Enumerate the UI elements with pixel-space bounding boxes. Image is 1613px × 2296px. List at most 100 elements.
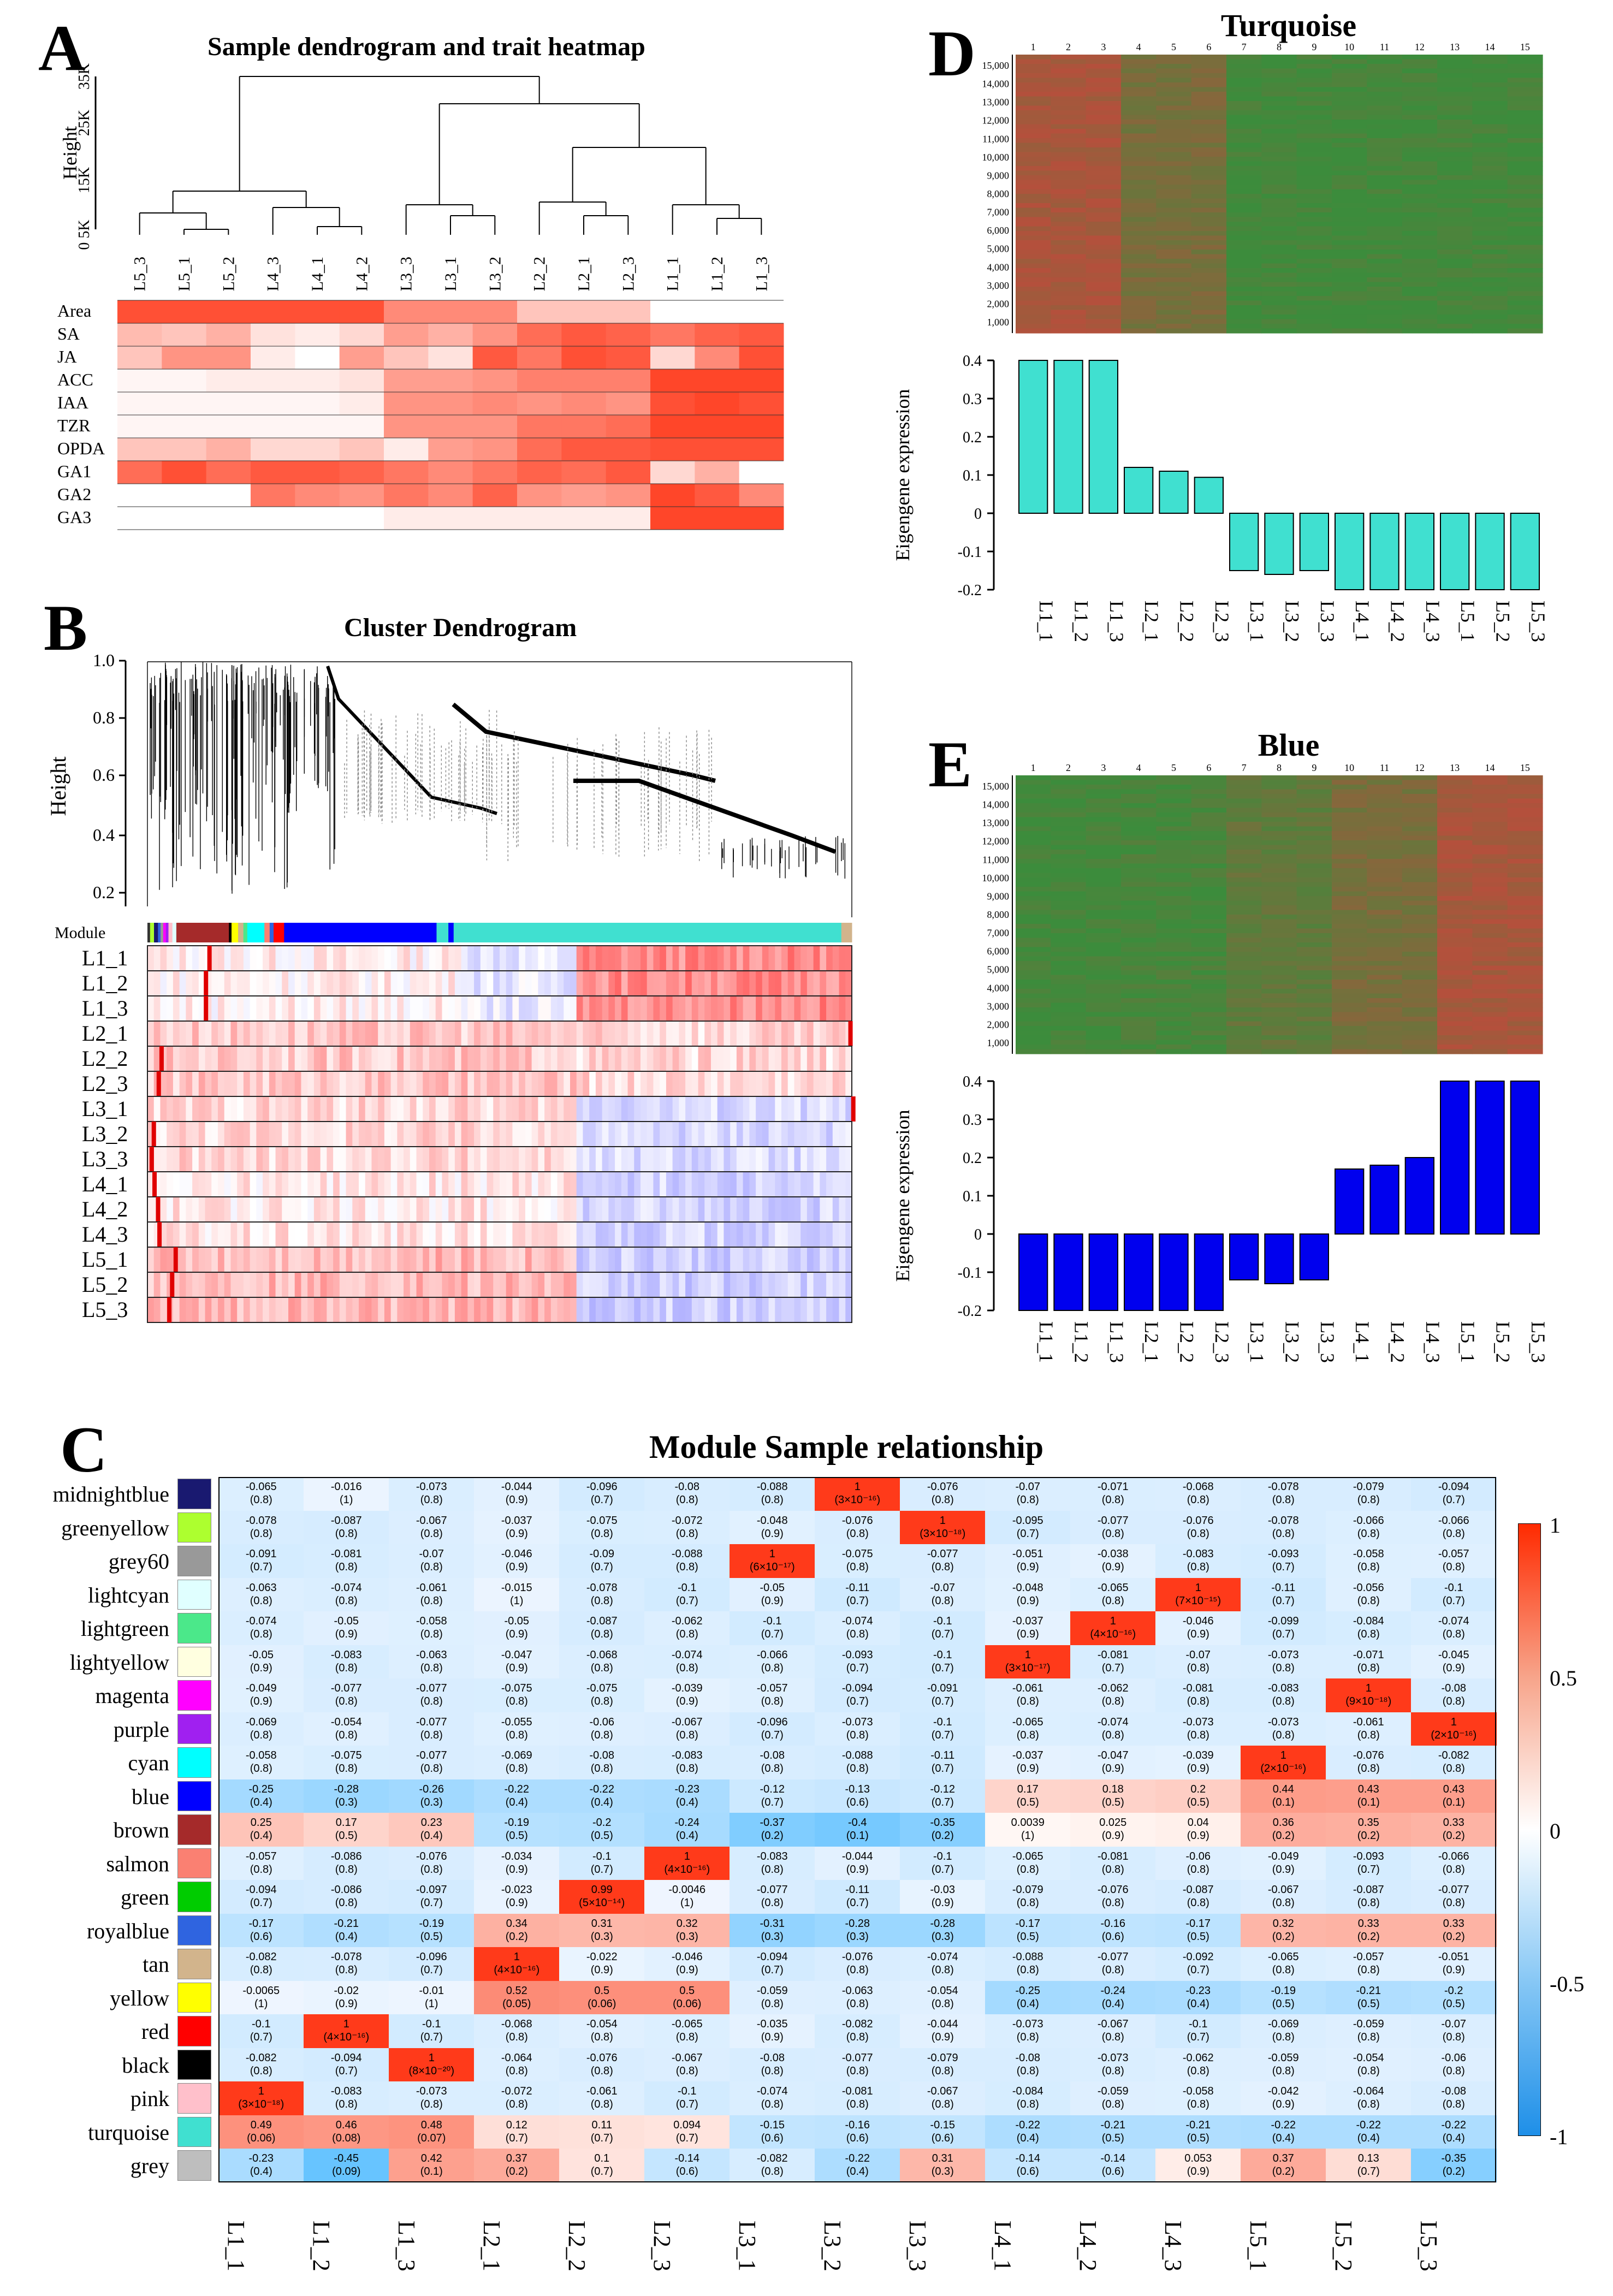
panel-e-heat-cell (1437, 1040, 1473, 1045)
panel-b-heat-stripe (641, 1071, 648, 1096)
panel-e-heat-cell (1332, 812, 1367, 818)
panel-b-heat-stripe (743, 1272, 750, 1297)
panel-b-heat-stripe (198, 1222, 206, 1247)
panel-a-heat-cell (384, 484, 429, 507)
panel-a-heat-cell (295, 369, 340, 392)
panel-d-heat-cell (1121, 175, 1157, 181)
panel-d-heat-cell (1437, 254, 1473, 259)
panel-b-heat-stripe (147, 1297, 155, 1322)
panel-e-heat-cell (1156, 989, 1192, 994)
panel-c-cell-pvalue: (0.5) (335, 1830, 358, 1842)
panel-e-heat-cell (1437, 826, 1473, 832)
panel-e-heat-cell (1121, 1030, 1157, 1036)
panel-e-heat-cell (1261, 1026, 1297, 1031)
panel-b-heat-stripe (660, 946, 667, 971)
panel-b-heat-stripe (416, 1172, 423, 1197)
panel-c-cell-value: 0.52 (506, 1984, 527, 1997)
panel-b-heat-stripe (845, 1172, 852, 1197)
panel-d-heat-cell (1296, 240, 1332, 246)
panel-d-heat-cell (1437, 152, 1473, 157)
panel-d-heat-cell (1296, 138, 1332, 144)
panel-d-heat-cell (1051, 268, 1087, 274)
panel-d-heat-cell (1121, 68, 1157, 74)
panel-c-cell-pvalue: (2×10⁻¹⁶) (1260, 1763, 1307, 1775)
panel-e-heat-cell (1016, 905, 1051, 911)
panel-e-heat-cell (1332, 933, 1367, 939)
panel-c-cell-pvalue: (0.8) (1272, 1964, 1295, 1976)
panel-c-cell: -0.077 (0.8) (389, 1678, 475, 1712)
panel-d-heat-cell (1191, 189, 1227, 194)
panel-e-heat-cell (1507, 877, 1543, 883)
panel-b-heat-stripe (749, 1096, 756, 1122)
panel-c-cell-value: -0.05 (760, 1581, 785, 1594)
panel-e-heat-cell (1086, 1012, 1122, 1017)
panel-a-heat-cell (117, 507, 162, 530)
panel-d-heat-cell (1226, 185, 1262, 190)
panel-c-cell: -0.076 (0.8) (815, 1947, 900, 1981)
panel-c-cell: -0.07 (0.8) (900, 1577, 986, 1612)
panel-e-heat-cell (1086, 840, 1122, 846)
panel-b-heat-stripe (294, 946, 301, 971)
panel-b-heat-stripe (250, 1197, 257, 1222)
panel-d-heat-cell (1402, 296, 1438, 301)
panel-c-cell: -0.087 (0.8) (304, 1510, 389, 1545)
panel-d-heat-cell (1121, 120, 1157, 125)
panel-b-heat-stripe (576, 1147, 583, 1172)
panel-b-heat-stripe (711, 1071, 718, 1096)
panel-e-heat-cell (1296, 891, 1332, 897)
panel-d-heat-cell (1402, 82, 1438, 88)
panel-c-cell: -0.056 (0.8) (1326, 1577, 1412, 1612)
panel-b-heat-stripe (256, 1046, 263, 1071)
panel-e-heat-cell (1367, 789, 1403, 794)
panel-a-heat-cell (117, 300, 162, 323)
panel-b-heat-stripe (218, 1247, 225, 1272)
panel-b-heat-stripe (775, 996, 782, 1021)
panel-c-cell-pvalue: (0.5) (1187, 1930, 1209, 1943)
panel-b-heat-stripe (762, 1147, 769, 1172)
panel-c-cell-value: 1 (1024, 1648, 1031, 1661)
panel-b-heat-stripe (781, 1021, 788, 1046)
panel-d-heat-cell (1367, 226, 1403, 232)
panel-e-heat-cell (1437, 928, 1473, 934)
panel-d-heat-cell (1402, 291, 1438, 296)
panel-b-heat-stripe (730, 1247, 737, 1272)
panel-c-module-label: purple (113, 1717, 169, 1742)
panel-b-heat-stripe (192, 1297, 199, 1322)
panel-e-heat-cell (1507, 975, 1543, 980)
panel-d-heat-cell (1016, 245, 1051, 250)
panel-b-heat-stripe (647, 946, 654, 971)
panel-b-heat-stripe (294, 1122, 301, 1147)
panel-b-row-label: L2_3 (82, 1071, 128, 1096)
panel-e-heat-cell (1507, 956, 1543, 962)
panel-b-heat-stripe (608, 1197, 615, 1222)
panel-d-heat-col-label: 9 (1312, 41, 1317, 52)
panel-e-heat-cell (1472, 975, 1508, 980)
panel-e-heat-cell (1332, 789, 1367, 794)
panel-d-heat-cell (1226, 319, 1262, 324)
panel-e-heat-cell (1296, 998, 1332, 1004)
panel-b-module-segment (161, 923, 164, 942)
panel-b-heat-stripe (736, 1272, 744, 1297)
panel-c-cell-pvalue: (0.8) (335, 1662, 358, 1674)
panel-e-heat-cell (1402, 1035, 1438, 1041)
panel-e-heat-cell (1472, 910, 1508, 915)
panel-b-heat-stripe (339, 1021, 347, 1046)
panel-b-heat-stripe (263, 1272, 270, 1297)
panel-d-heat-cell (1367, 245, 1403, 250)
panel-b-heat-stripe (333, 1122, 340, 1147)
panel-d-heat-cell (1507, 328, 1543, 334)
panel-d-heat-cell (1191, 324, 1227, 329)
panel-b-heat-stripe (275, 1222, 282, 1247)
panel-d-bar (1264, 513, 1294, 575)
panel-d-heat-cell (1191, 231, 1227, 236)
panel-b-heat-stripe (736, 1297, 744, 1322)
panel-b-heat-stripe (576, 1297, 583, 1322)
panel-e-heat-cell (1016, 812, 1051, 818)
panel-d-heat-cell (1051, 138, 1087, 144)
panel-c-cell-pvalue: (0.8) (846, 2031, 869, 2043)
panel-b-heat-stripe (198, 1021, 206, 1046)
panel-d-heat-cell (1472, 55, 1508, 60)
panel-e-heat-cell (1016, 854, 1051, 859)
panel-c-cell: -0.074 (0.8) (900, 1947, 986, 1981)
panel-b-heat-stripe (365, 1222, 372, 1247)
